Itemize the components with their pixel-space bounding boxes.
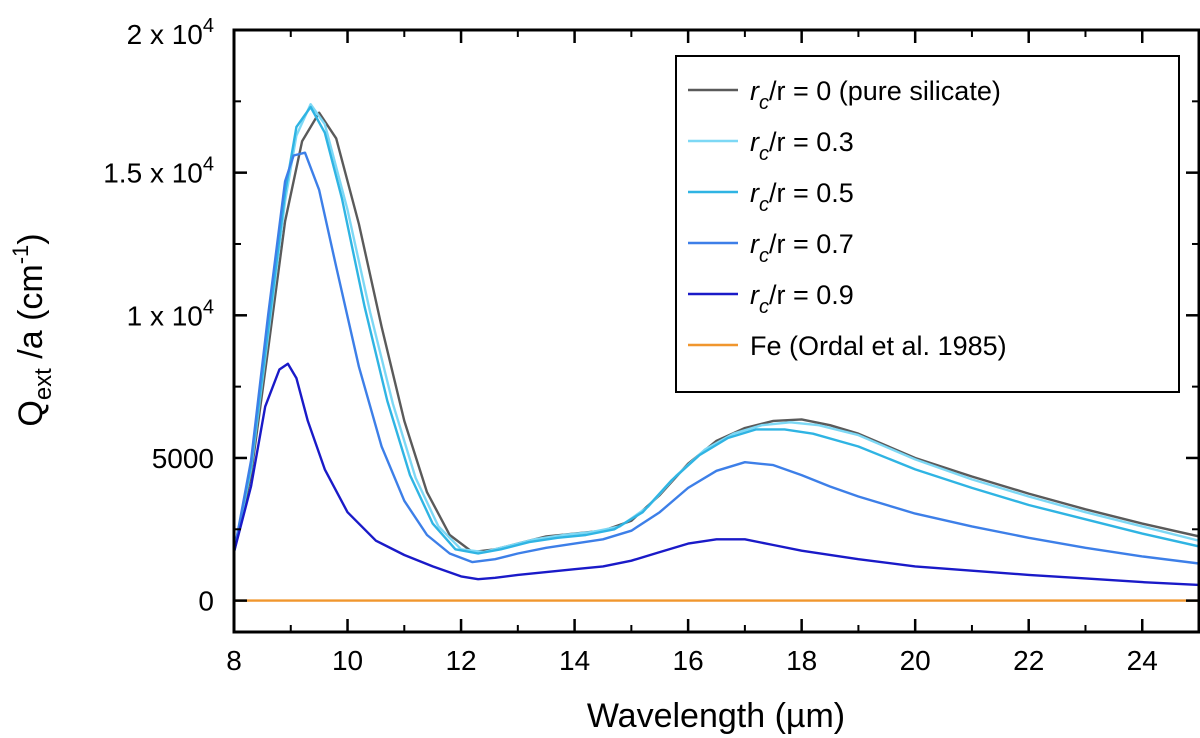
legend-label-2: rc/r = 0.5: [750, 178, 854, 216]
y-tick-label: 1 x 104: [127, 296, 214, 331]
series-line-2: [234, 105, 1199, 555]
legend-items: rc/r = 0 (pure silicate) rc/r = 0.3 rc/r =…: [688, 76, 1007, 361]
x-axis-title: Wavelength (µm): [587, 697, 845, 735]
legend-box: [675, 55, 1180, 393]
legend-label-4: rc/r = 0.9: [750, 280, 854, 318]
x-tick-label: 22: [1013, 645, 1044, 676]
x-tick-label: 18: [786, 645, 817, 676]
y-tick-label: 2 x 104: [127, 15, 214, 50]
x-tick-label: 20: [900, 645, 931, 676]
plot-frame: [232, 28, 1200, 634]
legend: rc/r = 0 (pure silicate) rc/r = 0.3 rc/r =…: [675, 55, 1180, 393]
y-tick-label: 0: [198, 586, 214, 617]
legend-label-0: rc/r = 0 (pure silicate): [750, 76, 1001, 114]
x-tick-label: 8: [226, 645, 242, 676]
x-tick-label: 14: [559, 645, 590, 676]
y-tick-label: 1.5 x 104: [103, 154, 214, 189]
x-tick-label: 24: [1127, 645, 1158, 676]
series-line-3: [234, 151, 1199, 565]
x-tick-label: 12: [445, 645, 476, 676]
y-tick-labels: 0 5000 1 x 104 1.5 x 104 2 x 104: [103, 15, 214, 617]
y-axis-title: Qext /a (cm-1): [8, 233, 57, 426]
series-line-1: [234, 102, 1199, 554]
series-layer: [234, 102, 1199, 602]
legend-label-1: rc/r = 0.3: [750, 127, 854, 165]
ticks-layer: [232, 28, 1199, 632]
x-tick-labels: 8 10 12 14 16 18 20 22 24: [226, 645, 1158, 676]
y-tick-label: 5000: [152, 443, 214, 474]
x-tick-label: 10: [332, 645, 363, 676]
legend-label-5: Fe (Ordal et al. 1985): [750, 331, 1007, 361]
series-line-4: [234, 362, 1199, 587]
x-tick-label: 16: [673, 645, 704, 676]
legend-label-3: rc/r = 0.7: [750, 229, 854, 267]
